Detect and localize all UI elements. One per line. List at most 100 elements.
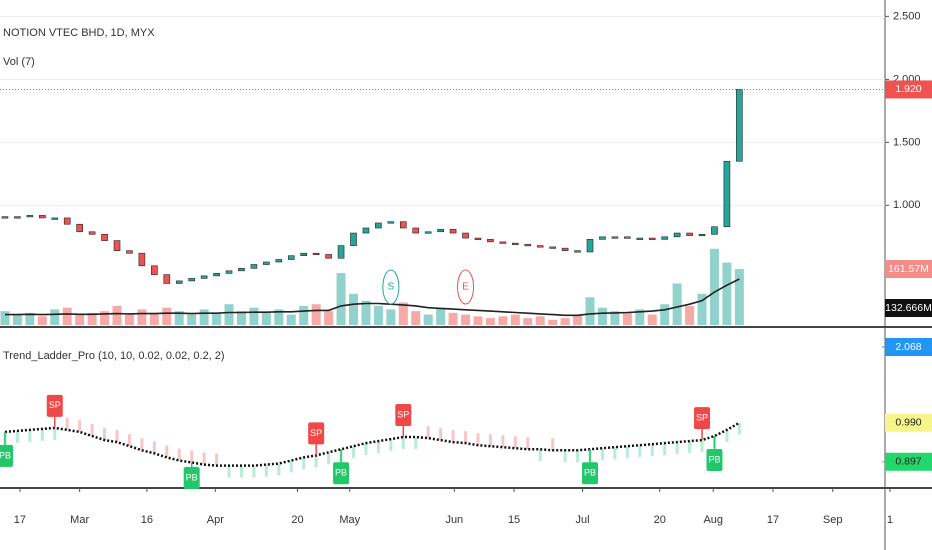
candle <box>275 259 283 263</box>
x-tick-label: Aug <box>703 514 723 526</box>
volume-bar <box>597 307 607 325</box>
candle <box>499 241 507 244</box>
signal-label: PB <box>584 468 596 478</box>
ladder-line <box>4 421 741 467</box>
signal-box <box>395 404 412 427</box>
volume-bar <box>62 307 72 325</box>
candle <box>175 280 183 284</box>
volume-bar <box>349 293 359 325</box>
volume-bar <box>249 307 259 325</box>
volume-label-bg <box>885 260 932 279</box>
candle <box>512 242 519 245</box>
volume-bar <box>25 312 35 325</box>
x-tick-label: Jul <box>576 514 590 526</box>
volume-bar <box>187 314 197 325</box>
volume-bar <box>212 312 222 325</box>
volume-bar <box>423 314 433 325</box>
signal-label: PB <box>708 454 720 464</box>
candle <box>101 234 108 241</box>
volume-ma-line <box>5 278 740 317</box>
volume-bar <box>709 248 719 325</box>
volume-bar <box>685 305 695 325</box>
volume-bar <box>236 311 246 325</box>
candle <box>611 236 619 239</box>
volume-ma-label: 132.666M <box>885 302 932 314</box>
candle <box>387 221 395 224</box>
candle <box>126 250 133 254</box>
candle <box>561 247 569 251</box>
candle <box>599 236 606 240</box>
signal-box <box>706 449 723 472</box>
candle <box>673 232 681 238</box>
volume-bar <box>112 305 122 325</box>
candle <box>549 246 556 249</box>
candle <box>736 89 743 162</box>
candle <box>624 236 631 239</box>
candle <box>337 245 345 259</box>
signal-label: PB <box>335 468 347 478</box>
signal-label: SP <box>49 400 61 410</box>
candle <box>636 237 644 240</box>
candle <box>213 273 220 277</box>
candle <box>39 215 46 219</box>
y-tick-label: 1.000 <box>893 199 921 211</box>
volume-bar <box>386 309 396 325</box>
candle <box>686 232 693 236</box>
volume-bar <box>548 319 558 325</box>
volume-bar <box>473 316 483 325</box>
indicator-value-label-bg <box>885 413 932 432</box>
candle <box>698 234 706 237</box>
volume-bar <box>174 311 184 325</box>
x-tick-label: 16 <box>141 514 153 526</box>
volume-bar <box>523 318 533 325</box>
volume-bar <box>224 304 234 325</box>
volume-bar <box>149 312 159 325</box>
volume-bar <box>436 307 446 325</box>
volume-bar <box>274 309 284 325</box>
candle <box>238 268 245 272</box>
volume-bar <box>373 305 383 325</box>
candle <box>113 240 121 251</box>
signal-marker <box>457 269 475 305</box>
indicator-marker-label-bg <box>885 452 932 471</box>
volume-bar <box>647 314 657 325</box>
volume-bar <box>573 314 583 325</box>
candle <box>287 255 295 260</box>
current-price-label-bg <box>885 80 932 99</box>
x-tick-label: 17 <box>14 514 26 526</box>
symbol-title: NOTION VTEC BHD, 1D, MYX <box>3 27 155 39</box>
candle <box>312 252 320 255</box>
volume-bar <box>622 312 632 325</box>
volume-bar <box>324 311 334 325</box>
candle <box>138 252 146 267</box>
volume-bar <box>498 316 508 325</box>
signal-box <box>582 462 598 485</box>
candle <box>63 217 71 225</box>
volume-bar <box>100 311 110 325</box>
candle <box>14 216 21 219</box>
candle <box>375 222 382 229</box>
indicator-marker-label-bg <box>885 338 932 356</box>
x-tick-label: 15 <box>508 514 520 526</box>
indicator-value-label: 0.990 <box>895 417 921 429</box>
candle <box>225 270 233 274</box>
signal-label: S <box>388 282 395 293</box>
volume-bar <box>361 300 371 325</box>
volume-bar <box>199 309 209 325</box>
signal-label: PB <box>186 472 198 482</box>
volume-bar <box>261 312 271 325</box>
volume-bar <box>124 314 134 325</box>
signal-label: E <box>462 282 469 293</box>
volume-bar <box>398 302 408 325</box>
y-tick-label: 2.500 <box>893 10 921 22</box>
x-tick-label: 20 <box>654 514 666 526</box>
volume-bar <box>37 316 47 325</box>
volume-bar <box>610 311 620 325</box>
x-tick-label: Sep <box>823 514 843 526</box>
volume-bar <box>660 304 670 325</box>
volume-bar <box>75 314 85 325</box>
candle <box>412 227 420 234</box>
candle <box>449 228 457 234</box>
